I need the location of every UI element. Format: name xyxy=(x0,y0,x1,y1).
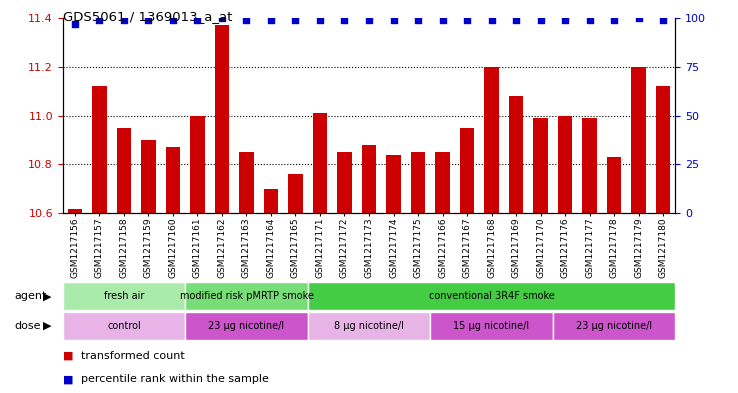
Bar xyxy=(553,312,675,340)
Text: agent: agent xyxy=(15,291,47,301)
Point xyxy=(314,17,326,23)
Point xyxy=(241,17,252,23)
Bar xyxy=(215,25,230,213)
Point xyxy=(387,17,399,23)
Point xyxy=(657,17,669,23)
Point xyxy=(608,17,620,23)
Point xyxy=(461,17,473,23)
Bar xyxy=(558,116,573,213)
Point xyxy=(437,17,449,23)
Bar xyxy=(362,145,376,213)
Text: GDS5061 / 1369013_a_at: GDS5061 / 1369013_a_at xyxy=(63,10,232,23)
Point xyxy=(69,20,81,27)
Bar xyxy=(308,282,675,310)
Text: 23 μg nicotine/l: 23 μg nicotine/l xyxy=(576,321,652,331)
Bar xyxy=(607,157,621,213)
Bar xyxy=(239,152,254,213)
Point xyxy=(167,17,179,23)
Bar xyxy=(631,67,646,213)
Text: conventional 3R4F smoke: conventional 3R4F smoke xyxy=(429,291,554,301)
Point xyxy=(289,17,301,23)
Bar xyxy=(141,140,156,213)
Bar xyxy=(288,174,303,213)
Text: modified risk pMRTP smoke: modified risk pMRTP smoke xyxy=(179,291,314,301)
Bar xyxy=(92,86,107,213)
Bar xyxy=(484,67,499,213)
Point xyxy=(94,17,106,23)
Bar xyxy=(430,312,553,340)
Text: ▶: ▶ xyxy=(43,321,52,331)
Text: percentile rank within the sample: percentile rank within the sample xyxy=(81,374,269,384)
Bar xyxy=(263,189,278,213)
Bar xyxy=(508,96,523,213)
Bar xyxy=(582,118,597,213)
Text: 8 μg nicotine/l: 8 μg nicotine/l xyxy=(334,321,404,331)
Bar xyxy=(410,152,425,213)
Text: ▶: ▶ xyxy=(43,291,52,301)
Bar xyxy=(313,113,328,213)
Text: ■: ■ xyxy=(63,351,73,361)
Point xyxy=(510,17,522,23)
Point xyxy=(363,17,375,23)
Point xyxy=(632,15,644,21)
Bar xyxy=(337,152,352,213)
Point xyxy=(216,15,228,21)
Bar xyxy=(165,147,180,213)
Point xyxy=(584,17,596,23)
Bar xyxy=(190,116,205,213)
Point xyxy=(339,17,351,23)
Bar xyxy=(435,152,450,213)
Bar xyxy=(185,312,308,340)
Text: transformed count: transformed count xyxy=(81,351,185,361)
Bar xyxy=(460,128,475,213)
Point xyxy=(192,17,204,23)
Point xyxy=(265,17,277,23)
Bar xyxy=(308,312,430,340)
Text: 23 μg nicotine/l: 23 μg nicotine/l xyxy=(208,321,285,331)
Text: dose: dose xyxy=(15,321,41,331)
Text: ■: ■ xyxy=(63,374,73,384)
Text: 15 μg nicotine/l: 15 μg nicotine/l xyxy=(453,321,530,331)
Point xyxy=(486,17,497,23)
Bar xyxy=(533,118,548,213)
Point xyxy=(142,17,154,23)
Point xyxy=(412,17,424,23)
Point xyxy=(559,17,571,23)
Text: fresh air: fresh air xyxy=(104,291,144,301)
Bar xyxy=(655,86,670,213)
Bar xyxy=(63,282,185,310)
Bar xyxy=(117,128,131,213)
Text: control: control xyxy=(107,321,141,331)
Point xyxy=(118,17,130,23)
Bar xyxy=(68,209,83,213)
Bar xyxy=(386,155,401,213)
Bar xyxy=(63,312,185,340)
Bar xyxy=(185,282,308,310)
Point xyxy=(534,17,546,23)
